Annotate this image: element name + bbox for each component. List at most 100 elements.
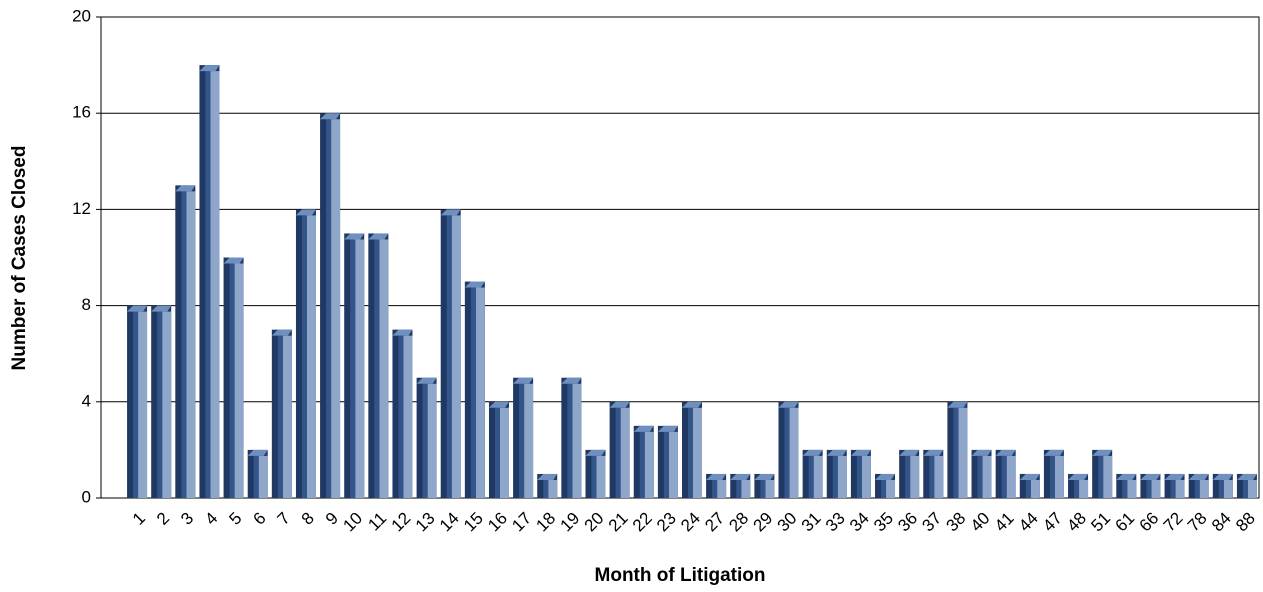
bar-top xyxy=(151,305,172,312)
bar-top xyxy=(802,449,823,456)
bar-mid xyxy=(905,455,911,498)
bar-top xyxy=(464,281,485,288)
bar-mid xyxy=(1025,479,1031,498)
x-tick-label: 1 xyxy=(129,509,149,529)
y-tick-label: 20 xyxy=(72,6,91,25)
x-tick-label: 3 xyxy=(177,509,197,529)
bar-top xyxy=(199,65,220,72)
bar-top xyxy=(368,233,389,240)
bar-mid xyxy=(712,479,718,498)
bar-mid xyxy=(856,455,862,498)
bar-mid xyxy=(1218,479,1224,498)
bar-top xyxy=(971,449,992,456)
bar-side xyxy=(258,455,268,498)
bar-side xyxy=(1199,479,1209,498)
x-axis-title: Month of Litigation xyxy=(595,565,766,586)
x-tick-label: 4 xyxy=(201,509,221,529)
bar-side xyxy=(1151,479,1161,498)
bar-mid xyxy=(881,479,887,498)
bar-mid xyxy=(301,215,307,498)
bar-side xyxy=(1030,479,1040,498)
y-tick-label: 4 xyxy=(82,391,91,410)
bar-mid xyxy=(543,479,549,498)
bar-mid xyxy=(736,479,742,498)
x-tick-label: 8 xyxy=(298,509,318,529)
bar-top xyxy=(1188,473,1209,480)
bar-side xyxy=(186,191,196,498)
bar-top xyxy=(1068,473,1089,480)
bar-mid xyxy=(977,455,983,498)
bar-side xyxy=(982,455,992,498)
bar-mid xyxy=(398,335,404,498)
bar-top xyxy=(754,473,775,480)
bar-top xyxy=(271,329,292,336)
y-tick-label: 0 xyxy=(82,487,91,506)
bar-mid xyxy=(929,455,935,498)
bar-side xyxy=(524,383,534,498)
y-tick-label: 12 xyxy=(72,199,91,218)
bar-side xyxy=(958,407,968,498)
bar-top xyxy=(585,449,606,456)
bar-top xyxy=(513,377,534,384)
bar-top xyxy=(295,209,316,216)
bar-mid xyxy=(591,455,597,498)
bar-mid xyxy=(663,431,669,498)
bar-top xyxy=(561,377,582,384)
bar-mid xyxy=(494,407,500,498)
bar-side xyxy=(1247,479,1257,498)
bar-side xyxy=(138,311,148,498)
bar-mid xyxy=(350,239,356,498)
bar-mid xyxy=(808,455,814,498)
bar-mid xyxy=(832,455,838,498)
bar-top xyxy=(947,401,968,408)
bar-top xyxy=(1116,473,1137,480)
bar-top xyxy=(682,401,702,408)
bar-side xyxy=(1103,455,1113,498)
bar-mid xyxy=(157,311,163,498)
bar-mid xyxy=(688,407,693,498)
bar-side xyxy=(910,455,920,498)
bar-side xyxy=(1054,455,1064,498)
bar-mid xyxy=(953,407,959,498)
x-tick-label: 2 xyxy=(153,509,173,529)
bar-top xyxy=(657,425,678,432)
bar-side xyxy=(668,431,678,498)
bar-side xyxy=(379,239,389,498)
x-tick-label: 9 xyxy=(322,509,342,529)
bar-side xyxy=(548,479,558,498)
bar-mid xyxy=(133,311,139,498)
bar-side xyxy=(1006,455,1016,498)
bar-side xyxy=(1175,479,1185,498)
bar-side xyxy=(499,407,509,498)
bar-mid xyxy=(470,287,476,498)
x-tick-label: 11 xyxy=(364,509,390,535)
bar-side xyxy=(886,479,896,498)
bar-top xyxy=(706,473,727,480)
bar-mid xyxy=(615,407,621,498)
bar-top xyxy=(392,329,413,336)
x-tick-label: 6 xyxy=(250,509,270,529)
bar-mid xyxy=(229,263,235,498)
bar-side xyxy=(475,287,485,498)
bar-top xyxy=(416,377,437,384)
bar-top xyxy=(826,449,847,456)
y-tick-label: 8 xyxy=(82,295,91,314)
bar-top xyxy=(247,449,268,456)
bar-top xyxy=(440,209,461,216)
bar-top xyxy=(1164,473,1185,480)
bar-side xyxy=(837,455,847,498)
bar-mid xyxy=(567,383,573,498)
bar-side xyxy=(1223,479,1233,498)
bar-top xyxy=(1212,473,1233,480)
y-tick-label: 16 xyxy=(72,103,91,122)
bar-top xyxy=(730,473,751,480)
bar-mid xyxy=(277,335,283,498)
bar-side xyxy=(789,407,799,498)
bar-mid xyxy=(1098,455,1104,498)
bar-side xyxy=(813,455,823,498)
bar-mid xyxy=(1170,479,1176,498)
bar-side xyxy=(1127,479,1137,498)
bar-side xyxy=(331,119,341,498)
bar-top xyxy=(127,305,148,312)
